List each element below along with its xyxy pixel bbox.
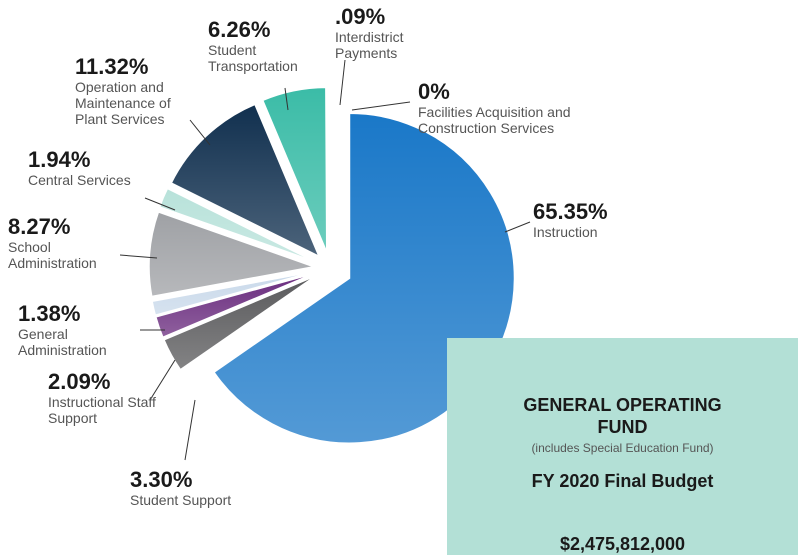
percent-label: 3.30% <box>130 467 193 492</box>
category-label: General Administration <box>18 326 107 358</box>
slice-shade <box>149 211 315 297</box>
slice-label: 1.38% General Administration <box>18 301 138 359</box>
percent-label: 2.09% <box>48 369 111 394</box>
info-box: GENERAL OPERATING FUND (includes Special… <box>447 338 798 555</box>
category-label: School Administration <box>8 239 97 271</box>
percent-label: 0% <box>418 79 450 104</box>
slice-shade <box>213 113 515 444</box>
slice-shade <box>155 273 315 338</box>
slice-label: 1.94% Central Services <box>28 147 178 189</box>
slice-label: 2.09% Instructional Staff Support <box>48 369 158 427</box>
percent-label: 1.38% <box>18 301 81 326</box>
percent-label: 1.94% <box>28 147 91 172</box>
percent-label: 8.27% <box>8 214 71 239</box>
slice-shade <box>152 271 315 316</box>
budget-total: $2,475,812,000 <box>559 534 686 554</box>
percent-label: 6.26% <box>208 17 271 42</box>
category-label: Student Transportation <box>208 42 298 74</box>
slice-label: 8.27% School Administration <box>8 214 128 272</box>
category-label: Operation and Maintenance of Plant Servi… <box>75 79 171 127</box>
slice-label: 0% Facilities Acquisition and Constructio… <box>418 79 618 137</box>
slice-shade <box>163 275 316 370</box>
category-label: Instruction <box>533 224 598 240</box>
percent-label: .09% <box>335 4 386 29</box>
category-label: Instructional Staff Support <box>48 394 156 426</box>
leader-lines <box>119 59 531 461</box>
slice-label: 6.26% Student Transportation <box>208 17 328 75</box>
slice-shade <box>262 87 327 253</box>
slice-label: .09% Interdistrict Payments <box>335 4 435 62</box>
category-label: Interdistrict Payments <box>335 29 404 61</box>
slice-label: 65.35% Instruction <box>533 199 663 241</box>
slice-shade <box>159 188 316 262</box>
category-label: Facilities Acquisition and Construction … <box>418 104 571 136</box>
box-subtitle: (includes Special Education Fund) <box>531 441 714 455</box>
budget-label: FY 2020 Final Budget <box>531 471 714 491</box>
slice-label: 11.32% Operation and Maintenance of Plant… <box>75 54 193 128</box>
percent-label: 65.35% <box>533 199 608 224</box>
box-title: GENERAL OPERATING FUND <box>523 395 722 437</box>
category-label: Central Services <box>28 172 131 188</box>
slice-label: 3.30% Student Support <box>130 467 280 509</box>
percent-label: 11.32% <box>75 54 149 79</box>
category-label: Student Support <box>130 492 232 508</box>
